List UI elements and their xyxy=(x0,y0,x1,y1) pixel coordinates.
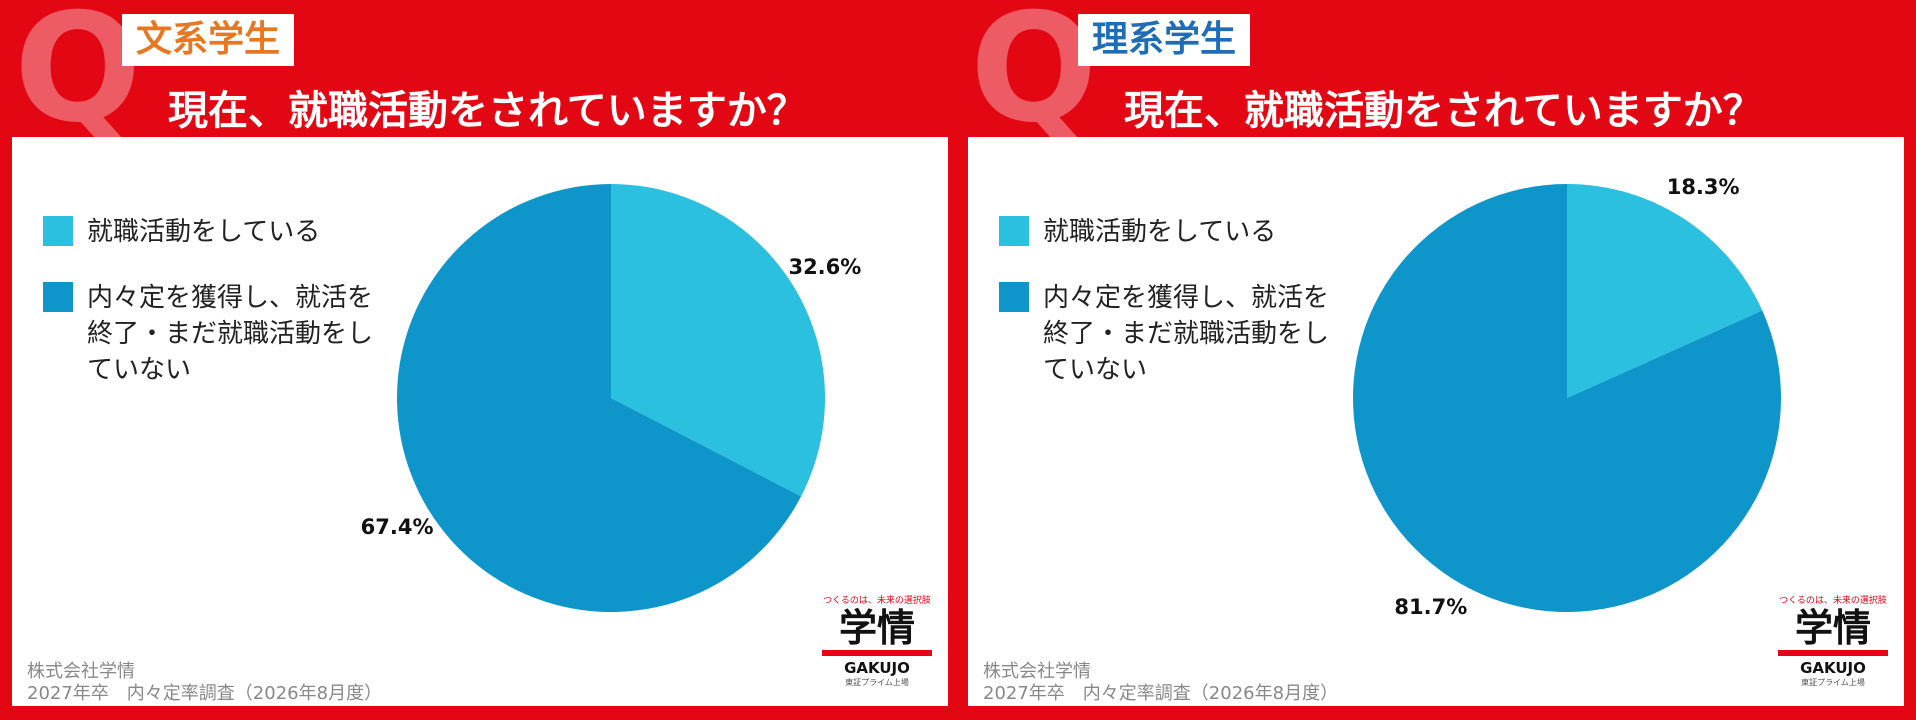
pie-slice xyxy=(1352,184,1781,612)
logo: つくるのは、未来の選択肢 学情 GAKUJO 東証プライム上場 xyxy=(1778,593,1888,688)
legend-label: 内々定を獲得し、就活を終了・まだ就職活動をしていない xyxy=(87,283,374,385)
panel-left: Q 文系学生現在、就職活動をされていますか？ 就職活動をしている内々定を獲得し、就活… xyxy=(12,0,948,706)
logo-roman: GAKUJO xyxy=(844,659,910,677)
legend-swatch xyxy=(999,282,1029,312)
footer-text: 株式会社学情 xyxy=(983,661,1091,682)
panel-right: Q 理系学生現在、就職活動をされていますか？ 就職活動をしている内々定を獲得し、就活… xyxy=(956,0,1914,720)
logo-note: 東証プライム上場 xyxy=(1801,678,1865,687)
pie-slice xyxy=(611,184,825,497)
legend-swatch xyxy=(43,282,73,312)
question-mark: Q xyxy=(970,0,1098,156)
question-mark: Q xyxy=(14,0,142,156)
legend-item: 就職活動をしている xyxy=(43,214,387,250)
chart-panel: 就職活動をしている 内々定を獲得し、就活を終了・まだ就職活動をしていない 32.6%… xyxy=(12,137,948,706)
legend-swatch xyxy=(43,216,73,246)
logo-tagline: つくるのは、未来の選択肢 xyxy=(823,596,931,606)
value-label: 67.4% xyxy=(361,515,434,539)
pie-slice xyxy=(396,184,802,612)
logo-roman: GAKUJO xyxy=(1800,659,1866,677)
legend-swatch xyxy=(999,216,1029,246)
legend-label: 内々定を獲得し、就活を終了・まだ就職活動をしていない xyxy=(1043,283,1330,385)
value-label: 18.3% xyxy=(1667,175,1740,199)
legend-label: 就職活動をしている xyxy=(1043,217,1277,247)
legend-item: 就職活動をしている xyxy=(999,214,1343,250)
logo-note: 東証プライム上場 xyxy=(845,678,909,687)
badge: 文系学生 xyxy=(122,14,295,66)
value-label: 32.6% xyxy=(788,255,861,279)
footer-text: 株式会社学情 xyxy=(27,661,135,682)
logo: つくるのは、未来の選択肢 学情 GAKUJO 東証プライム上場 xyxy=(822,593,932,688)
logo-tagline: つくるのは、未来の選択肢 xyxy=(1779,596,1887,606)
legend-label: 就職活動をしている xyxy=(87,217,321,247)
chart-panel: 就職活動をしている 内々定を獲得し、就活を終了・まだ就職活動をしていない 18.3%… xyxy=(968,137,1904,706)
legend-item: 内々定を獲得し、就活を終了・まだ就職活動をしていない xyxy=(999,280,1343,388)
logo-name: 学情 xyxy=(822,606,932,656)
question-title: 現在、就職活動をされていますか？ xyxy=(168,88,807,134)
footer-text: 2027年卒 内々定率調査（2026年8月度） xyxy=(27,683,383,704)
pie-chart: 32.6% 67.4% xyxy=(361,184,861,612)
logo-name: 学情 xyxy=(1778,606,1888,656)
pie-chart: 18.3% 81.7% xyxy=(1352,175,1781,619)
footer-text: 2027年卒 内々定率調査（2026年8月度） xyxy=(983,683,1339,704)
badge: 理系学生 xyxy=(1078,14,1251,66)
pie-slice xyxy=(1567,184,1763,398)
question-title: 現在、就職活動をされていますか？ xyxy=(1124,88,1763,134)
legend-item: 内々定を獲得し、就活を終了・まだ就職活動をしていない xyxy=(43,280,387,388)
value-label: 81.7% xyxy=(1394,595,1467,619)
